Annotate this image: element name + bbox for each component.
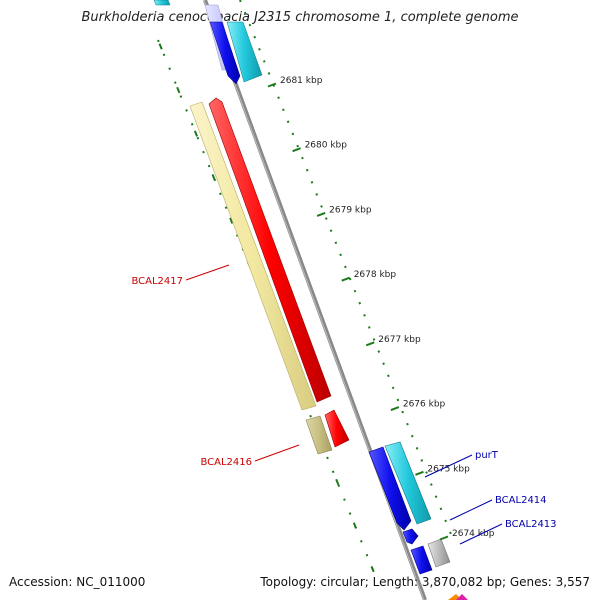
genome-summary-text: Topology: circular; Length: 3,870,082 bp… (260, 575, 590, 589)
ruler-major-tick (267, 82, 277, 88)
ruler-tick-label: 2676 kbp (403, 400, 446, 410)
gene-top-cyan (226, 21, 263, 83)
callout-bcal2414 (449, 499, 493, 521)
gene-bcal2416-olive (305, 415, 333, 455)
ruler-major-tick (316, 211, 326, 217)
ruler-major-tick (415, 470, 424, 476)
gene-bcal2413-blue (410, 545, 433, 575)
accession-text: Accession: NC_011000 (9, 575, 146, 589)
gene-label[interactable]: BCAL2413 (505, 519, 557, 530)
ruler-tick-label: 2675 kbp (427, 464, 470, 474)
callout-bcal2413 (459, 523, 503, 545)
gene-top-cyan-left (153, 0, 171, 6)
tick-group: 2681 kbp 2680 kbp 2679 kbp 2678 kbp 2677 kbp… (267, 76, 495, 541)
gene-label[interactable]: BCAL2414 (495, 495, 547, 506)
gene-label[interactable]: purT (475, 450, 499, 461)
genome-backbone-highlight (203, 0, 425, 600)
ruler-tick-label: 2677 kbp (378, 335, 421, 345)
gene-purt-cyan (384, 441, 432, 525)
ruler-major-tick (439, 535, 449, 541)
gene-bcal2416-red (324, 409, 350, 448)
ruler-tick-label: 2680 kbp (305, 141, 348, 151)
ruler-tick-label: 2679 kbp (329, 205, 372, 215)
gene-bcal2414-blue (402, 528, 419, 545)
left-ruler-minor (157, 39, 376, 576)
ruler-major-tick (292, 147, 301, 153)
gene-bcal2417-yellow (189, 101, 317, 411)
gene-bcal2417-red (208, 97, 332, 403)
ruler-tick-label: 2681 kbp (280, 76, 323, 86)
gene-bcal2413-grey (427, 538, 451, 568)
gene-bottom-magenta (456, 594, 468, 600)
gene-label[interactable]: BCAL2416 (200, 457, 252, 468)
callout-bcal2417 (185, 264, 230, 281)
gene-label[interactable]: BCAL2417 (131, 276, 183, 287)
gene-purt-blue (368, 446, 412, 531)
ruler-major-tick (365, 341, 375, 347)
ruler-tick-label: 2674 kbp (452, 529, 495, 539)
ruler-major-tick (341, 276, 351, 282)
ruler-major-tick (390, 406, 400, 412)
map-title: Burkholderia cenocepacia J2315 chromosom… (81, 10, 519, 25)
gene-top-blue (209, 21, 241, 85)
ruler-tick-label: 2678 kbp (354, 270, 397, 280)
callout-bcal2416 (254, 444, 300, 462)
callout-purt (424, 454, 473, 478)
